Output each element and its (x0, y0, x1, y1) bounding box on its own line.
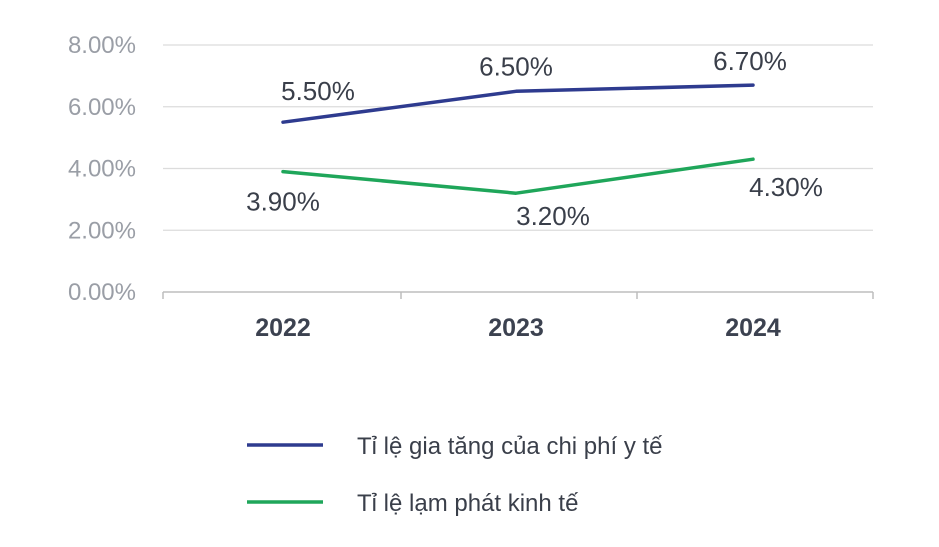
data-label: 3.20% (516, 201, 590, 231)
data-label: 4.30% (749, 172, 823, 202)
x-tick-label: 2022 (255, 314, 311, 342)
x-axis (162, 291, 874, 299)
y-axis-tick-labels: 0.00% 2.00% 4.00% 6.00% 8.00% (68, 32, 136, 306)
grid-lines (163, 44, 873, 231)
x-tick-label: 2024 (725, 314, 781, 342)
data-label: 6.50% (479, 51, 553, 81)
series-lines (281, 83, 755, 195)
y-tick-label: 2.00% (68, 217, 136, 244)
y-tick-label: 4.00% (68, 156, 136, 183)
data-label: 6.70% (713, 46, 787, 76)
y-tick-label: 6.00% (68, 94, 136, 121)
data-labels: 5.50% 6.50% 6.70% 3.90% 3.20% 4.30% (246, 46, 823, 231)
legend-label: Tỉ lệ gia tăng của chi phí y tế (357, 433, 663, 460)
x-tick-label: 2023 (488, 314, 544, 342)
y-tick-label: 8.00% (68, 32, 136, 59)
legend: Tỉ lệ gia tăng của chi phí y tế Tỉ lệ lạm… (247, 433, 663, 517)
y-tick-label: 0.00% (68, 279, 136, 306)
series-line-1 (281, 157, 755, 195)
data-label: 5.50% (281, 76, 355, 106)
x-axis-tick-labels: 2022 2023 2024 (255, 314, 781, 342)
legend-label: Tỉ lệ lạm phát kinh tế (357, 490, 579, 517)
data-label: 3.90% (246, 187, 320, 217)
series-line-0 (281, 83, 755, 124)
